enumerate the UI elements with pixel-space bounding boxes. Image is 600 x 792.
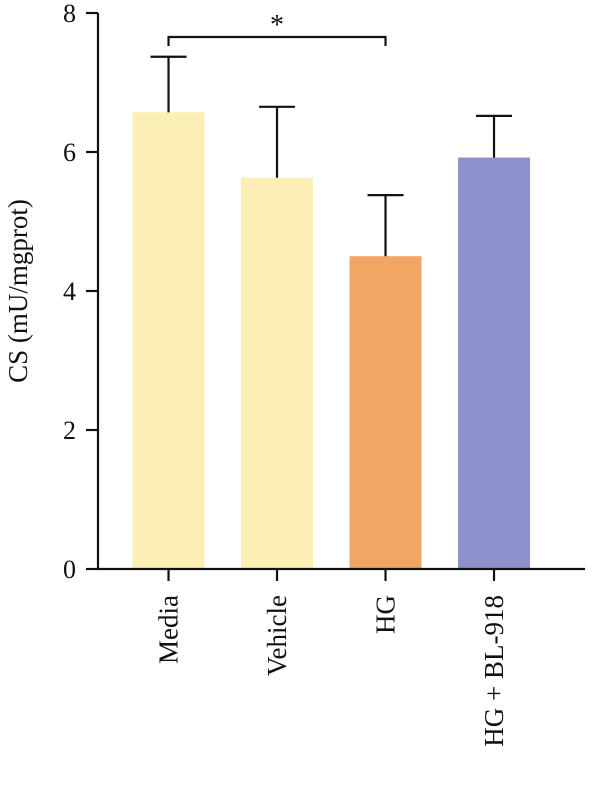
x-tick-label: HG + BL-918: [479, 595, 509, 747]
bars-group: [132, 112, 531, 569]
y-tick-label: 4: [63, 277, 76, 306]
y-tick-label: 6: [63, 138, 76, 167]
x-tick-label: Vehicle: [262, 595, 292, 676]
bar: [132, 112, 205, 569]
bar: [349, 256, 422, 569]
y-tick-label: 0: [63, 555, 76, 584]
x-ticks-group: Media Vehicle HG HG + BL-918: [154, 569, 509, 747]
y-tick-label: 8: [63, 0, 76, 28]
y-ticks-group: 0 2 4 6 8: [63, 0, 98, 584]
significance-bracket-line: [167, 35, 387, 46]
bar: [241, 177, 314, 569]
y-axis-title: CS (mU/mgprot): [3, 199, 33, 383]
y-tick-label: 2: [63, 416, 76, 445]
x-tick-label: Media: [154, 595, 184, 664]
bar: [458, 157, 531, 569]
x-tick-label: HG: [371, 595, 401, 634]
significance-label: *: [270, 10, 284, 41]
error-bars-group: [150, 55, 513, 257]
significance-bracket: *: [167, 10, 387, 46]
